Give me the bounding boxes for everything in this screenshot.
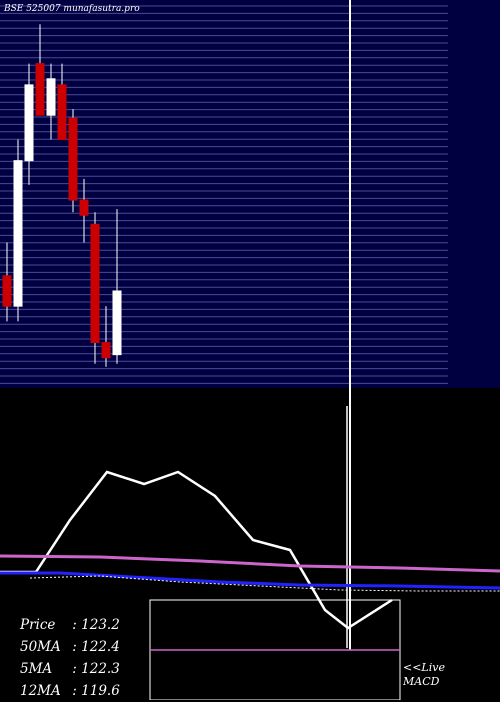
indicator-panel xyxy=(0,470,500,630)
stat-label: 12MA xyxy=(20,683,61,699)
candle-down xyxy=(35,63,45,116)
candle-down xyxy=(68,117,78,201)
stat-price: Price : 123.2 xyxy=(20,614,120,636)
stat-5ma: 5MA : 122.3 xyxy=(20,658,120,680)
candlestick-series xyxy=(2,24,122,367)
indicator-white-line xyxy=(0,470,393,630)
candle-down xyxy=(101,342,111,359)
stat-value: : 119.6 xyxy=(72,683,120,699)
stat-value: : 122.3 xyxy=(72,661,120,677)
stats-panel: Price : 123.2 50MA : 122.4 5MA : 122.3 1… xyxy=(20,614,120,702)
watermark: BSE 525007 munafasutra.pro xyxy=(4,4,140,14)
candle-down xyxy=(90,223,100,344)
stat-label: 50MA xyxy=(20,639,61,655)
price-panel-background xyxy=(0,0,500,388)
candle-down xyxy=(57,84,67,140)
macd-note: <<Live MACD xyxy=(403,661,445,689)
stat-label: 5MA xyxy=(20,661,53,677)
stat-value: : 123.2 xyxy=(72,617,120,633)
indicator-magenta-line xyxy=(0,554,500,573)
stat-50ma: 50MA : 122.4 xyxy=(20,636,120,658)
candle-down xyxy=(79,199,89,216)
indicator-blue-line xyxy=(0,571,500,590)
candle-down xyxy=(2,275,12,307)
stat-12ma: 12MA : 119.6 xyxy=(20,680,120,702)
macd-note-line2: MACD xyxy=(403,675,440,688)
candle-up xyxy=(112,290,122,356)
stat-label: Price xyxy=(20,617,56,633)
price-gridlines xyxy=(0,5,448,384)
macd-note-line1: <<Live xyxy=(403,661,445,674)
candle-up xyxy=(13,160,23,307)
candle-up xyxy=(46,78,56,116)
candle-up xyxy=(24,84,34,162)
stat-value: : 122.4 xyxy=(72,639,120,655)
